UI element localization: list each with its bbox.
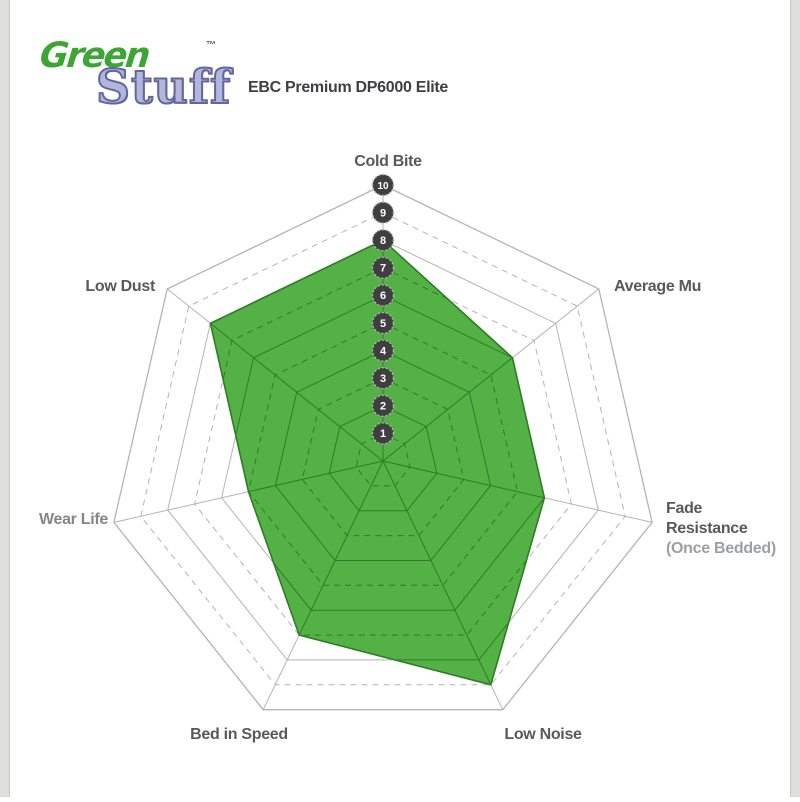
axis-spoke-fade-resistance bbox=[382, 460, 545, 523]
grid-ring-7 bbox=[210, 267, 545, 636]
scale-tick-8 bbox=[371, 228, 395, 252]
scale-tick-label-7: 7 bbox=[380, 263, 386, 275]
scale-tick-5 bbox=[371, 311, 395, 335]
scale-ticks: 1 2 3 4 5 6 7 8 9 10 bbox=[371, 173, 395, 445]
greenstuff-logo: Green Stuff ™ bbox=[38, 34, 231, 139]
scale-tick-label-4: 4 bbox=[380, 345, 387, 357]
scale-tick-10 bbox=[371, 173, 395, 197]
logo-word-stuff: Stuff bbox=[95, 59, 232, 116]
scale-tick-4 bbox=[371, 339, 395, 362]
scale-tick-label-8: 8 bbox=[380, 235, 386, 247]
axis-label-cold-bite: Cold Bite bbox=[354, 153, 422, 170]
axis-label-low-dust: Low Dust bbox=[85, 278, 156, 295]
page-edge-left bbox=[0, 0, 10, 797]
data-series-outline bbox=[209, 239, 546, 686]
scale-tick-label-1: 1 bbox=[380, 428, 386, 440]
axis-labels: Cold Bite Average Mu Fade Resistance (Once B… bbox=[39, 153, 776, 743]
scale-tick-label-6: 6 bbox=[380, 290, 386, 302]
axis-label-average-mu: Average Mu bbox=[614, 278, 701, 295]
grid-ring-2 bbox=[328, 405, 438, 512]
scale-tick-label-10: 10 bbox=[377, 181, 389, 192]
grid-ring-4 bbox=[274, 350, 492, 561]
grid-ring-8 bbox=[167, 239, 599, 661]
grid-ring-10 bbox=[113, 184, 653, 711]
axis-label-bed-in-speed: Bed in Speed bbox=[190, 726, 288, 743]
scale-tick-7 bbox=[371, 256, 395, 279]
page-edge-right bbox=[790, 0, 800, 797]
scale-tick-label-9: 9 bbox=[380, 207, 386, 219]
axis-label-fade-resistance: Resistance bbox=[666, 520, 748, 537]
scale-tick-9 bbox=[371, 201, 395, 224]
scale-tick-2 bbox=[371, 394, 395, 417]
axis-label-fade-resistance: Fade bbox=[666, 500, 703, 517]
axis-label-low-noise: Low Noise bbox=[504, 726, 582, 743]
grid-ring-1 bbox=[355, 432, 411, 487]
scale-tick-1 bbox=[371, 422, 395, 445]
axis-spoke-low-noise bbox=[382, 460, 504, 685]
trademark-symbol: ™ bbox=[206, 40, 216, 51]
grid-ring-9 bbox=[140, 212, 626, 686]
scale-tick-label-2: 2 bbox=[380, 401, 386, 413]
scale-tick-6 bbox=[371, 284, 395, 307]
grid-ring-3 bbox=[301, 377, 465, 537]
grid-ring-5 bbox=[247, 322, 519, 586]
scale-tick-label-5: 5 bbox=[380, 318, 386, 330]
chart-title: EBC Premium DP6000 Elite bbox=[248, 79, 448, 96]
axis-spoke-low-dust bbox=[210, 288, 384, 462]
axis-label-wear-life: Wear Life bbox=[39, 511, 108, 528]
axis-spoke-average-mu bbox=[382, 288, 545, 462]
axis-label-fade-resistance-sub: (Once Bedded) bbox=[666, 540, 776, 557]
scale-tick-label-3: 3 bbox=[380, 373, 386, 385]
scale-tick-3 bbox=[371, 367, 395, 390]
